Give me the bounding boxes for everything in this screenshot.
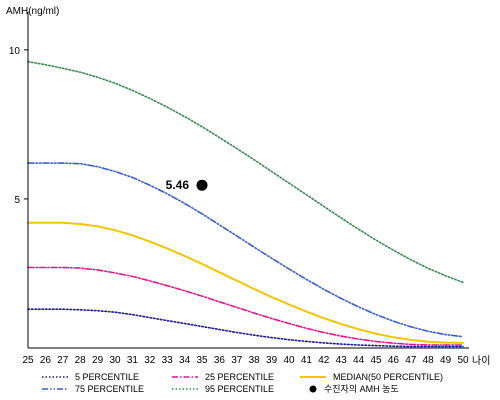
legend: 5 PERCENTILE 25 PERCENTILE MEDIAN(50 PERCE… [42, 372, 443, 394]
y-axis-title: AMH(ng/ml) [6, 6, 59, 17]
x-tick-label: 34 [179, 355, 191, 366]
x-tick-label: 45 [370, 355, 382, 366]
x-tick-label: 48 [423, 355, 435, 366]
x-axis-title: 나이 [472, 355, 490, 367]
x-tick-label: 29 [92, 355, 104, 366]
highlight-point-label: 5.46 [166, 178, 190, 192]
x-tick-label: 33 [162, 355, 174, 366]
series-line-25-percentile [27, 266, 464, 346]
tick-labels: 5 10 25 26 27 28 29 30 31 32 33 34 35 36 37 38 39 40 41 42 4… [9, 46, 469, 366]
series-line-median-50-percentile [27, 221, 464, 344]
axes: AMH(ng/ml) 나이 [6, 6, 490, 367]
x-tick-label: 46 [388, 355, 400, 366]
y-tick-label: 10 [9, 46, 21, 57]
x-tick-label: 35 [196, 355, 208, 366]
x-tick-label: 44 [353, 355, 365, 366]
series-line-5-percentile [27, 308, 464, 348]
x-tick-label: 40 [283, 355, 295, 366]
legend-label: 95 PERCENTILE [205, 384, 274, 394]
x-tick-label: 47 [405, 355, 417, 366]
x-tick-label: 38 [249, 355, 261, 366]
y-tick-label: 5 [14, 195, 20, 206]
legend-point-marker [309, 385, 317, 393]
x-tick-label: 31 [127, 355, 139, 366]
x-tick-label: 41 [301, 355, 313, 366]
legend-label: 5 PERCENTILE [75, 372, 139, 382]
x-tick-label: 36 [214, 355, 226, 366]
series-lines [27, 60, 464, 348]
x-tick-label: 49 [440, 355, 452, 366]
series-line-95-percentile [27, 60, 464, 284]
highlight-point-group: 5.46 [166, 178, 208, 192]
x-tick-label: 27 [57, 355, 69, 366]
legend-label: 25 PERCENTILE [205, 372, 274, 382]
legend-label: MEDIAN(50 PERCENTILE) [333, 372, 443, 382]
highlight-point [196, 179, 208, 191]
series-line-75-percentile [27, 162, 464, 338]
x-tick-label: 32 [144, 355, 156, 366]
x-tick-label: 37 [231, 355, 243, 366]
x-tick-label: 43 [336, 355, 348, 366]
legend-label: 75 PERCENTILE [75, 384, 144, 394]
x-tick-label: 42 [318, 355, 330, 366]
x-tick-label: 30 [109, 355, 121, 366]
legend-label: 수진자의 AMH 농도 [324, 384, 399, 394]
x-tick-label: 28 [75, 355, 87, 366]
x-tick-label: 25 [22, 355, 34, 366]
x-tick-label: 50 [457, 355, 469, 366]
x-tick-label: 26 [40, 355, 52, 366]
x-tick-label: 39 [266, 355, 278, 366]
